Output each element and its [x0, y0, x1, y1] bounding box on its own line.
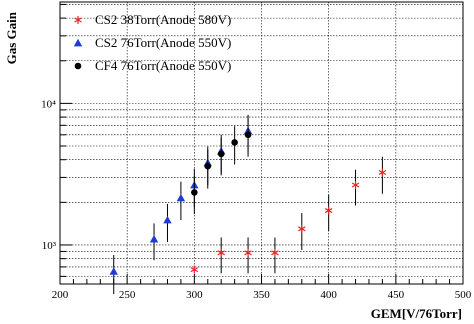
x-tick-label: 350 — [253, 289, 270, 301]
y-tick-label: 10³ — [42, 240, 57, 252]
star-stroke — [244, 250, 252, 256]
legend-circle-marker — [74, 62, 82, 70]
star-stroke — [298, 226, 306, 232]
star-stroke — [74, 17, 82, 23]
y-tick-label: 10⁴ — [41, 98, 56, 110]
star-stroke — [351, 182, 360, 188]
data-point-triangle — [163, 215, 172, 224]
data-point-circle — [191, 189, 198, 196]
data-point-circle — [217, 150, 225, 158]
legend-triangle-glyph — [73, 38, 83, 47]
legend-entry-cs2-76torr: CS2 76Torr(Anode 550V) — [73, 35, 231, 50]
star-stroke — [190, 267, 199, 273]
legend-entry-cs2-38torr: CS2 38Torr(Anode 580V) — [74, 12, 231, 27]
y-axis-label: Gas Gain — [4, 11, 19, 64]
x-tick-label: 200 — [52, 289, 69, 301]
x-tick-labels: 200 250 300 350 400 450 500 — [52, 289, 472, 301]
legend-star-marker — [74, 16, 82, 24]
star-stroke — [324, 208, 333, 214]
data-point-circle — [244, 131, 252, 139]
legend-label-cs2-76torr: CS2 76Torr(Anode 550V) — [95, 35, 231, 50]
data-point-star — [271, 248, 279, 257]
series-star — [190, 156, 387, 274]
x-tick-label: 250 — [119, 289, 136, 301]
y-tick-labels: 10³ 10⁴ — [41, 98, 57, 252]
data-point-star — [244, 248, 252, 257]
legend-entry-cf4-76torr: CF4 76Torr(Anode 550V) — [74, 58, 231, 73]
data-point-triangle — [149, 234, 159, 243]
legend-circle-glyph — [74, 62, 82, 70]
data-point-circle — [204, 162, 212, 170]
x-tick-label: 300 — [186, 289, 203, 301]
legend-triangle-marker — [73, 38, 83, 47]
data-point-star — [190, 265, 199, 274]
legend-label-cs2-38torr: CS2 38Torr(Anode 580V) — [95, 12, 231, 27]
data-point-star — [378, 168, 387, 177]
data-point-triangle — [109, 267, 118, 275]
data-point-star — [298, 224, 306, 233]
x-tick-label: 400 — [320, 289, 337, 301]
data-point-star — [351, 181, 360, 190]
x-tick-label: 500 — [455, 289, 472, 301]
grid-lines — [60, 2, 463, 284]
data-point-circle — [231, 139, 238, 146]
star-stroke — [271, 250, 279, 256]
data-point-star — [324, 206, 333, 215]
legend-star-glyph — [74, 16, 82, 24]
star-stroke — [378, 169, 387, 176]
legend: CS2 38Torr(Anode 580V) CS2 76Torr(Anode … — [73, 12, 231, 73]
x-axis-label: GEM[V/76Torr] — [371, 306, 462, 321]
data-point-triangle — [176, 193, 186, 202]
x-tick-label: 450 — [388, 289, 405, 301]
star-stroke — [217, 250, 225, 256]
data-series — [109, 114, 387, 295]
axis-ticks — [59, 3, 464, 284]
legend-label-cf4-76torr: CF4 76Torr(Anode 550V) — [95, 58, 231, 73]
series-circle — [191, 118, 252, 215]
data-point-star — [217, 248, 225, 257]
